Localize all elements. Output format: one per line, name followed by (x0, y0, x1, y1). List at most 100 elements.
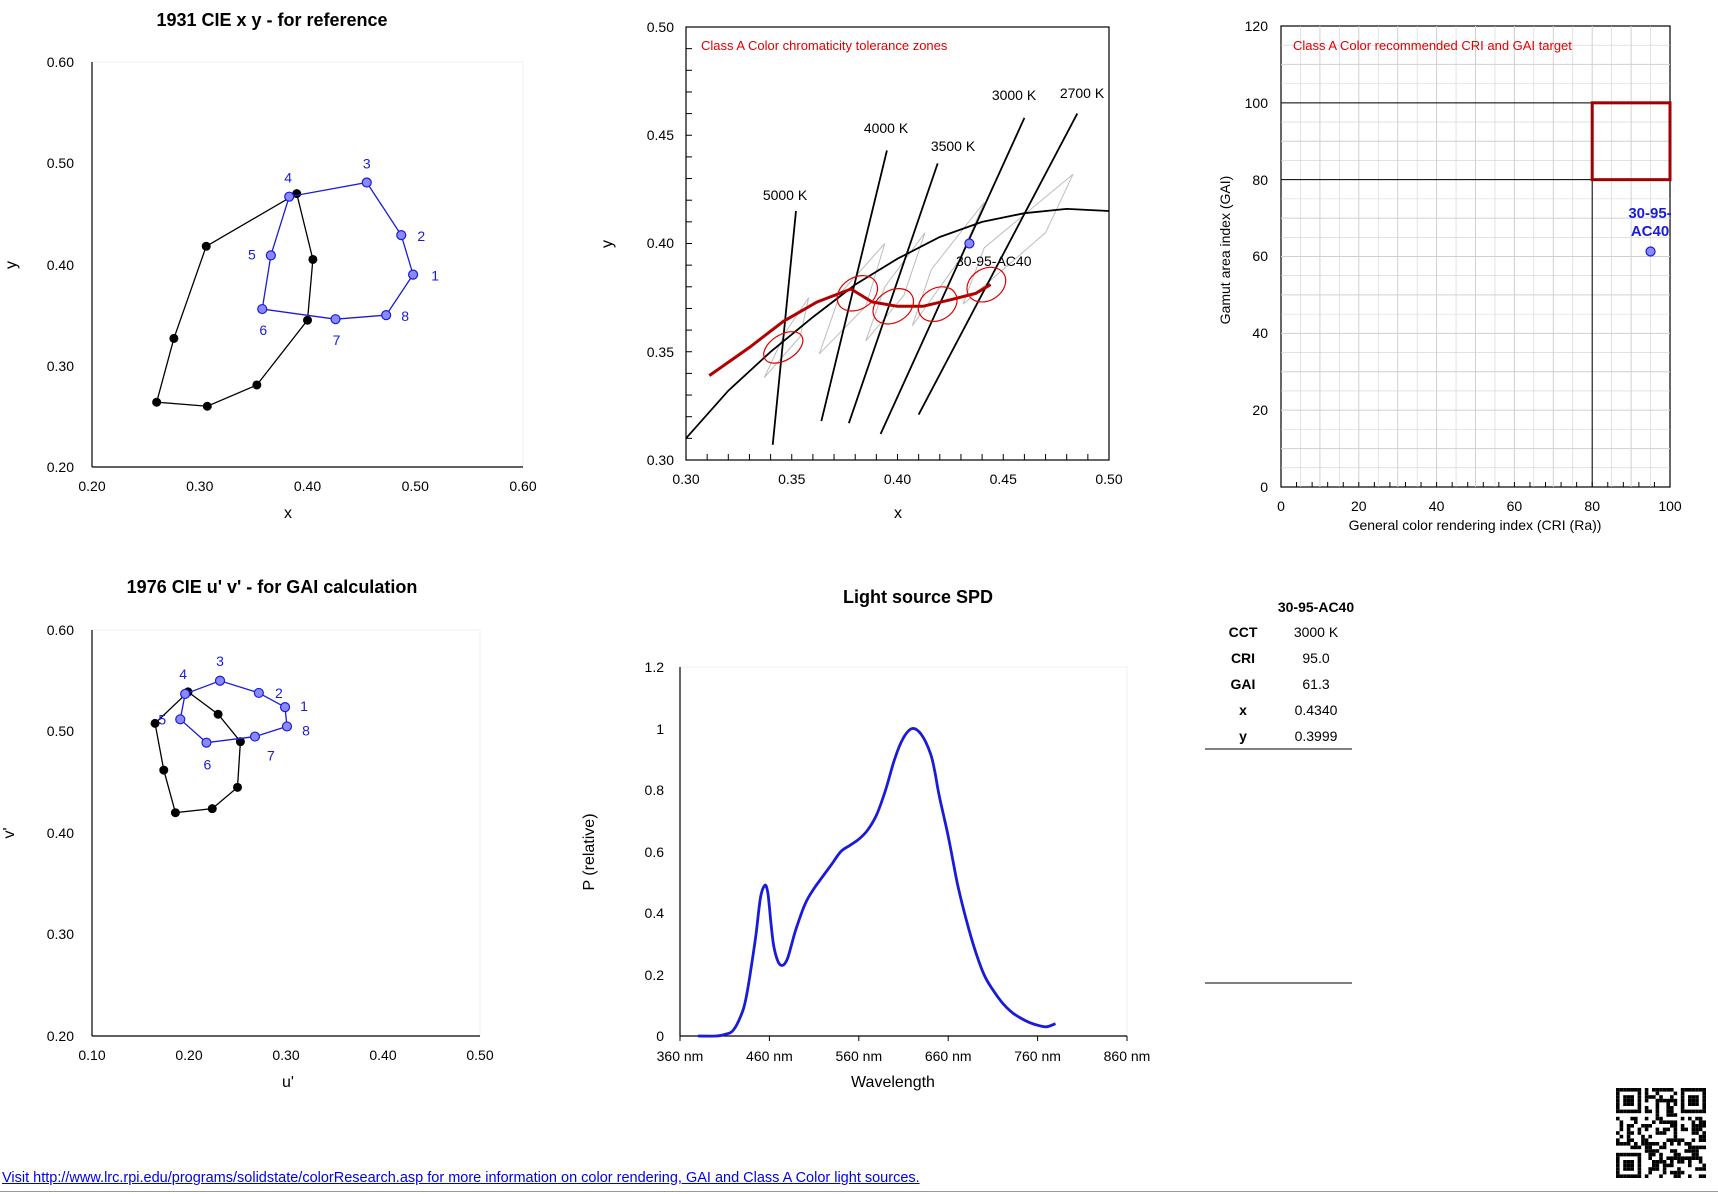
qr-module (1655, 1088, 1660, 1092)
reference-point (235, 737, 245, 747)
reference-point (150, 718, 160, 728)
cie1976-x-label: u' (282, 1074, 294, 1091)
qr-module (1616, 1160, 1620, 1164)
qr-module (1623, 1142, 1627, 1146)
qr-module (1630, 1116, 1634, 1121)
qr-module (1619, 1127, 1624, 1132)
qr-module (1662, 1145, 1667, 1150)
qr-module (1652, 1163, 1656, 1168)
cct-line-labels: 5000 K 4000 K 3500 K 3000 K 2700 K (763, 85, 1105, 203)
qr-module (1623, 1160, 1627, 1164)
reference-point (252, 380, 262, 390)
qr-module (1677, 1160, 1681, 1164)
qr-module (1680, 1098, 1685, 1103)
reference-point (213, 709, 223, 719)
cct-line (771, 210, 797, 445)
qr-module (1688, 1098, 1692, 1103)
sample-point-label: 8 (302, 722, 310, 738)
qr-module (1662, 1142, 1667, 1146)
spd-chart: Light source SPD 360 nm 460 nm 560 nm 66… (581, 587, 1150, 1091)
qr-module (1626, 1134, 1631, 1139)
tolerance-ellipse (836, 275, 879, 312)
qr-module (1680, 1109, 1685, 1114)
cie1976-y-tick: 0.50 (47, 723, 74, 739)
cie1931-x-tick: 0.20 (78, 478, 105, 494)
qr-code-icon[interactable] (1616, 1088, 1706, 1178)
qr-module (1637, 1127, 1642, 1132)
qr-module (1626, 1098, 1631, 1103)
qr-module (1655, 1116, 1660, 1121)
qr-module (1616, 1088, 1620, 1092)
cie1931-y-tick-labels: 0.20 0.30 0.40 0.50 0.60 (47, 54, 74, 475)
spd-y-label: P (relative) (581, 813, 598, 890)
cri-gai-reference-lines (1281, 102, 1593, 487)
qr-module (1680, 1138, 1685, 1142)
qr-module (1619, 1142, 1624, 1146)
spd-plot-area (679, 666, 1128, 1037)
qr-module (1680, 1127, 1685, 1132)
spd-x-tick: 660 nm (925, 1048, 972, 1064)
qr-module (1702, 1145, 1706, 1150)
qr-module (1688, 1142, 1692, 1146)
qr-module (1673, 1091, 1678, 1096)
qr-module (1616, 1156, 1620, 1160)
tolerance-ellipse (966, 266, 1007, 303)
tolerance-ellipse (763, 331, 804, 364)
qr-module (1655, 1106, 1660, 1110)
sample-point-label: 3 (216, 653, 224, 669)
qr-module (1666, 1113, 1670, 1117)
gai-y-tick: 60 (1252, 248, 1268, 264)
qr-module (1691, 1156, 1696, 1160)
qr-module (1670, 1124, 1674, 1128)
qr-module (1688, 1156, 1692, 1160)
footer-info-link[interactable]: Visit http://www.lrc.rpi.edu/programs/so… (2, 1170, 920, 1186)
spd-x-tick: 760 nm (1014, 1048, 1061, 1064)
spd-y-tick: 0.2 (645, 967, 665, 983)
qr-module (1623, 1102, 1627, 1106)
qr-module (1670, 1109, 1674, 1114)
sample-point-label: 5 (248, 246, 256, 262)
qr-module (1641, 1134, 1645, 1139)
qr-module (1637, 1160, 1642, 1164)
qr-module (1684, 1156, 1688, 1160)
qr-module (1630, 1102, 1634, 1106)
sample-point-label: 3 (363, 155, 371, 171)
gai-y-tick: 0 (1260, 479, 1268, 495)
cie1976-x-tick: 0.50 (466, 1047, 493, 1063)
spd-y-tick: 0.4 (645, 905, 665, 921)
qr-module (1623, 1152, 1627, 1157)
qr-module (1666, 1106, 1670, 1110)
qr-module (1666, 1156, 1670, 1160)
spd-y-tick: 0.6 (645, 844, 665, 860)
cct-label: 3000 K (992, 87, 1037, 103)
qr-module (1648, 1170, 1652, 1175)
qr-module (1680, 1156, 1685, 1160)
qr-module (1695, 1156, 1699, 1160)
qr-module (1630, 1088, 1634, 1092)
qr-module (1644, 1124, 1649, 1128)
cie1976-y-tick: 0.20 (47, 1028, 74, 1044)
qr-module (1695, 1145, 1699, 1150)
cri-gai-annotation: Class A Color recommended CRI and GAI ta… (1293, 38, 1572, 53)
sample-point-label: 1 (431, 268, 439, 284)
qr-module (1616, 1102, 1620, 1106)
qr-module (1673, 1138, 1678, 1142)
cie1931-reference-series (152, 189, 318, 411)
qr-module (1655, 1167, 1660, 1171)
qr-module (1673, 1127, 1678, 1132)
qr-module (1677, 1156, 1681, 1160)
gai-y-tick: 80 (1252, 172, 1268, 188)
sample-point-label: 8 (401, 308, 409, 324)
cri-gai-y-label: Gamut area index (GAI) (1217, 176, 1233, 325)
reference-point (170, 808, 180, 818)
qr-module (1644, 1095, 1649, 1099)
sample-point-label: 2 (417, 228, 425, 244)
cie1976-x-tick-labels: 0.10 0.20 0.30 0.40 0.50 (78, 1047, 493, 1063)
qr-module (1626, 1142, 1631, 1146)
qr-module (1677, 1152, 1681, 1157)
qr-module (1691, 1095, 1696, 1099)
qr-module (1662, 1127, 1667, 1132)
tolerance-x-tick-labels: 0.30 0.35 0.40 0.45 0.50 (672, 471, 1122, 487)
tolerance-y-tick: 0.35 (647, 344, 674, 360)
cie1976-y-label: v' (1, 827, 18, 838)
